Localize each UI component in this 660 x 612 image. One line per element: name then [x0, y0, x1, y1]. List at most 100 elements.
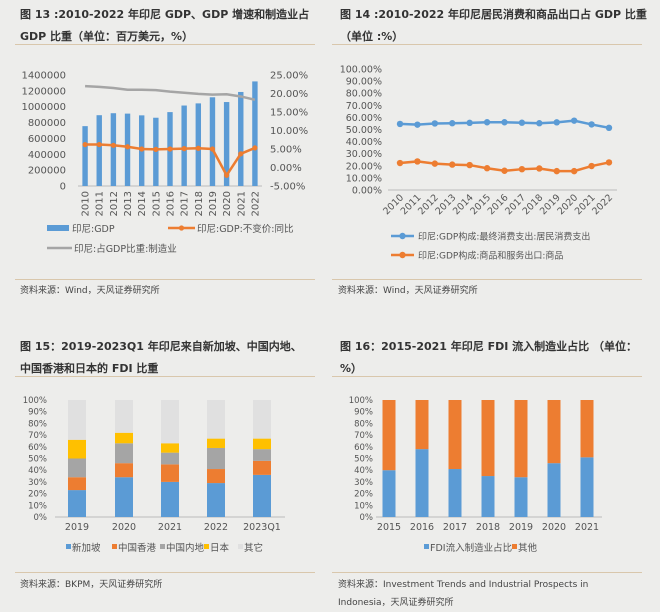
fig15-x-tick-label: 2019	[65, 522, 89, 533]
fig13-legend-gdp-swatch	[47, 225, 69, 231]
fig15-legend-label: 中国香港	[118, 542, 157, 554]
fig14-consumption-point	[588, 121, 595, 128]
fig14-consumption-point	[553, 119, 560, 126]
fig16-bar-segment	[547, 400, 561, 464]
fig15-bar-segment	[161, 443, 179, 453]
fig15-y-tick-label: 100%	[23, 396, 47, 406]
fig13-x-tick-label: 2014	[137, 191, 148, 216]
fig15-bar-segment	[207, 469, 225, 484]
fig13-manufacturing-share-line	[85, 84, 256, 102]
fig14-consumption-point	[414, 121, 421, 128]
fig16-bar-segment	[580, 400, 594, 458]
fig13-gdp-bar	[238, 91, 244, 186]
fig16-legend-swatch	[512, 544, 517, 549]
fig14-y-tick-label: 60.00%	[346, 113, 382, 124]
fig16-bar-segment	[448, 469, 462, 517]
fig13-right-tick-label: 0.00%	[270, 163, 302, 174]
fig13-left-tick-label: 600000	[28, 134, 66, 145]
fig15-y-tick-label: 90%	[28, 408, 47, 418]
fig15-legend-swatch	[204, 544, 209, 549]
fig13-left-tick-label: 1200000	[21, 86, 66, 97]
fig15-bar-segment	[161, 400, 179, 444]
fig16-x-tick-label: 2018	[476, 522, 500, 533]
fig13-source: 资料来源：Wind，天风证券研究所	[20, 286, 160, 296]
fig16-x-tick-label: 2020	[542, 522, 566, 533]
fig15-bar-segment	[253, 449, 271, 461]
fig14-y-tick-label: 90.00%	[346, 77, 382, 88]
fig13-x-tick-label: 2011	[95, 191, 106, 216]
fig15-bar-segment	[253, 474, 271, 517]
fig14-y-tick-label: 70.00%	[346, 101, 382, 112]
fig15-bar-segment	[161, 464, 179, 482]
fig13-left-tick-label: 1000000	[21, 102, 66, 113]
fig13-gdp-growth-point	[110, 142, 116, 148]
fig15-y-tick-label: 0%	[34, 513, 48, 523]
fig14-y-tick-label: 20.00%	[346, 161, 382, 172]
fig14-source: 资料来源：Wind，天风证券研究所	[338, 286, 478, 296]
fig15-x-tick-label: 2021	[158, 522, 182, 533]
fig16-bar-segment	[448, 400, 462, 470]
fig13-gdp-growth-point	[224, 172, 230, 178]
fig15-bar-segment	[68, 400, 86, 440]
fig16-y-tick-label: 60%	[354, 443, 373, 453]
fig13-gdp-growth-point	[195, 145, 201, 151]
fig13-left-tick-label: 1400000	[21, 71, 66, 82]
fig15-bar-segment	[115, 432, 133, 444]
fig15-y-tick-label: 30%	[28, 478, 47, 488]
fig15-y-tick-label: 20%	[28, 490, 47, 500]
fig14-consumption-point	[449, 120, 456, 127]
fig14-y-tick-label: 80.00%	[346, 89, 382, 100]
fig13-gdp-growth-point	[238, 151, 244, 157]
fig15-legend-swatch	[160, 544, 165, 549]
fig13-right-tick-label: 25.00%	[270, 71, 308, 82]
fig15-legend-swatch	[66, 544, 71, 549]
fig14-exports-point	[483, 165, 491, 172]
fig16-y-tick-label: 80%	[354, 419, 373, 429]
fig13-gdp-growth-point	[124, 144, 131, 150]
fig15-bar-segment	[161, 481, 179, 517]
fig15-bar-segment	[68, 490, 86, 517]
fig13-right-tick-label: 5.00%	[270, 145, 302, 156]
fig13-top-divider	[15, 44, 315, 45]
fig16-bar-segment	[547, 463, 561, 517]
fig13-right-tick-label: 10.00%	[270, 126, 308, 137]
fig13-legend-manufacturing-label: 印尼:占GDP比重:制造业	[74, 243, 177, 255]
fig16-bar-segment	[580, 457, 594, 517]
fig13-legend-growth-label: 印尼:GDP:不变价:同比	[197, 223, 294, 235]
fig16-bar-segment	[514, 477, 528, 517]
fig16-x-tick-label: 2021	[575, 522, 599, 533]
fig14-exports-point	[553, 167, 560, 175]
fig13-legend-growth-marker	[178, 225, 185, 231]
fig14-consumption-point	[501, 119, 508, 126]
fig15-y-tick-label: 10%	[28, 501, 47, 511]
fig16-legend-swatch	[424, 544, 429, 549]
fig15-y-tick-label: 80%	[28, 419, 47, 429]
fig13-title: 图 13 :2010-2022 年印尼 GDP、GDP 增速和制造业占 GDP …	[20, 8, 310, 43]
fig16-legend-label: 其他	[518, 542, 538, 554]
fig15-bar-segment	[68, 477, 86, 491]
fig15-bar-segment	[115, 477, 133, 517]
fig14-exports-point	[536, 165, 543, 172]
fig13-gdp-growth-point	[139, 146, 145, 152]
fig15-bar-segment	[207, 483, 225, 517]
fig16-bar-segment	[382, 400, 396, 471]
fig14-consumption-point	[570, 117, 578, 124]
fig14-consumption-point	[483, 119, 491, 126]
fig13-left-tick-label: 400000	[28, 150, 66, 161]
fig16-bar-segment	[481, 476, 495, 517]
fig16-y-tick-label: 30%	[354, 478, 373, 488]
fig13-x-tick-label: 2017	[180, 191, 191, 216]
fig15-legend-label: 其它	[244, 542, 263, 554]
fig14-exports-legend-label: 印尼:GDP构成:商品和服务出口:商品	[418, 250, 563, 262]
fig16-top-divider	[332, 376, 642, 377]
fig15-y-tick-label: 50%	[28, 455, 47, 465]
fig15-y-tick-label: 60%	[28, 443, 47, 453]
fig14-exports-point	[570, 167, 578, 175]
fig15-bottom-divider	[15, 572, 315, 573]
fig14-exports-point	[396, 159, 404, 167]
fig13-gdp-growth-point	[96, 141, 102, 148]
fig13-gdp-bar	[181, 105, 187, 186]
fig15-top-divider	[15, 376, 315, 377]
fig16-bar-segment	[514, 400, 528, 478]
